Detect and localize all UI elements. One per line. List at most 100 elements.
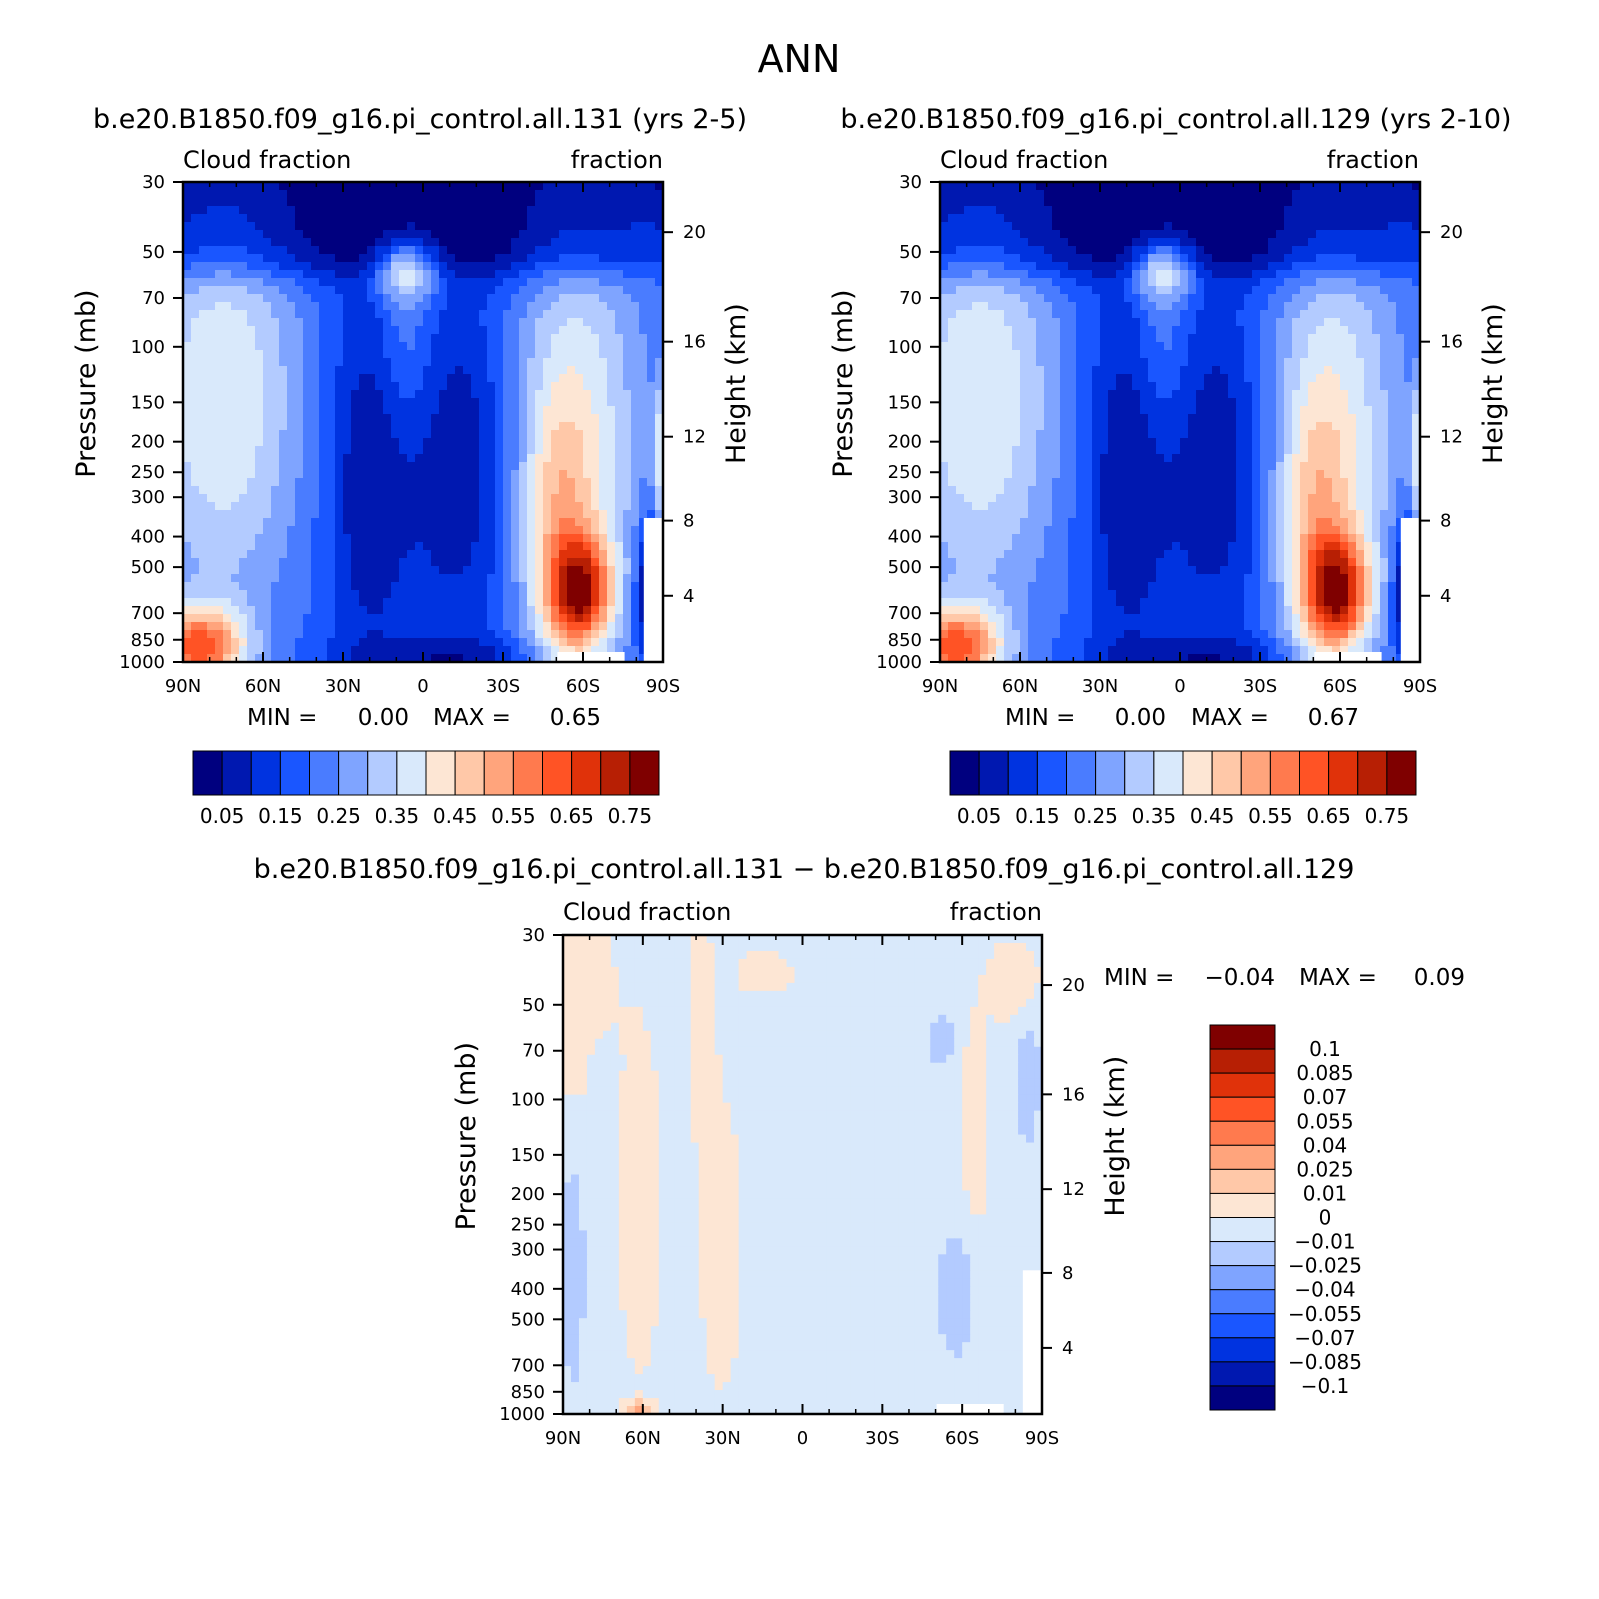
- field-cell: [1036, 198, 1045, 207]
- colorbar-box: [600, 750, 631, 796]
- field-cell: [1324, 206, 1333, 215]
- field-cell: [639, 470, 648, 479]
- field-cell: [599, 286, 608, 295]
- field-cell: [1004, 318, 1013, 327]
- field-cell: [1220, 198, 1229, 207]
- field-cell: [1396, 262, 1405, 271]
- field-cell: [1204, 310, 1213, 319]
- field-cell: [279, 462, 288, 471]
- field-cell: [535, 646, 544, 655]
- field-cell: [980, 278, 989, 287]
- field-cell: [423, 286, 432, 295]
- field-cell: [375, 390, 384, 399]
- field-cell: [447, 198, 456, 207]
- field-cell: [591, 286, 600, 295]
- field-cell: [1116, 206, 1125, 215]
- field-cell: [183, 358, 192, 367]
- field-cell: [191, 422, 200, 431]
- field-cell: [215, 430, 224, 439]
- field-cell: [247, 598, 256, 607]
- field-cell: [271, 462, 280, 471]
- field-cell: [527, 526, 536, 535]
- field-cell: [359, 278, 368, 287]
- field-cell: [1180, 206, 1189, 215]
- field-cell: [551, 550, 560, 559]
- field-cell: [319, 462, 328, 471]
- field-cell: [199, 430, 208, 439]
- field-cell: [287, 398, 296, 407]
- field-cell: [447, 590, 456, 599]
- field-cell: [1020, 182, 1029, 191]
- field-cell: [247, 310, 256, 319]
- field-cell: [511, 542, 520, 551]
- field-cell: [343, 430, 352, 439]
- field-cell: [591, 214, 600, 223]
- field-cell: [343, 278, 352, 287]
- field-cell: [1036, 182, 1045, 191]
- field-cell: [655, 390, 664, 399]
- field-cell: [263, 246, 272, 255]
- field-cell: [295, 214, 304, 223]
- field-cell: [1172, 310, 1181, 319]
- field-cell: [623, 518, 632, 527]
- field-cell: [511, 342, 520, 351]
- field-cell: [519, 374, 528, 383]
- field-cell: [1284, 246, 1293, 255]
- field-cell: [439, 286, 448, 295]
- field-cell: [423, 510, 432, 519]
- field-cell: [567, 286, 576, 295]
- panel1-right-string: fraction: [571, 146, 663, 174]
- field-cell: [471, 390, 480, 399]
- field-cell: [183, 574, 192, 583]
- field-cell: [263, 486, 272, 495]
- field-cell: [1132, 222, 1141, 231]
- field-cell: [455, 366, 464, 375]
- field-cell: [207, 390, 216, 399]
- field-cell: [351, 222, 360, 231]
- field-cell: [383, 566, 392, 575]
- field-cell: [431, 534, 440, 543]
- panel1-left-string: Cloud fraction: [183, 146, 351, 174]
- field-cell: [1180, 334, 1189, 343]
- field-cell: [447, 486, 456, 495]
- field-cell: [263, 462, 272, 471]
- field-cell: [1212, 334, 1221, 343]
- field-cell: [583, 430, 592, 439]
- field-cell: [996, 182, 1005, 191]
- field-cell: [479, 374, 488, 383]
- field-cell: [631, 262, 640, 271]
- field-cell: [647, 430, 656, 439]
- field-cell: [607, 494, 616, 503]
- field-cell: [423, 230, 432, 239]
- field-cell: [1108, 334, 1117, 343]
- field-cell: [255, 454, 264, 463]
- field-cell: [303, 422, 312, 431]
- field-cell: [487, 278, 496, 287]
- field-cell: [415, 238, 424, 247]
- field-cell: [1260, 262, 1269, 271]
- field-cell: [183, 198, 192, 207]
- field-cell: [1212, 190, 1221, 199]
- field-cell: [239, 206, 248, 215]
- field-cell: [1412, 190, 1421, 199]
- field-cell: [527, 310, 536, 319]
- field-cell: [447, 566, 456, 575]
- field-cell: [1124, 270, 1133, 279]
- field-cell: [223, 630, 232, 639]
- field-cell: [1100, 278, 1109, 287]
- field-cell: [391, 462, 400, 471]
- field-cell: [271, 230, 280, 239]
- field-cell: [375, 270, 384, 279]
- field-cell: [1364, 294, 1373, 303]
- field-cell: [599, 326, 608, 335]
- field-cell: [223, 246, 232, 255]
- field-cell: [359, 414, 368, 423]
- field-cell: [215, 382, 224, 391]
- field-cell: [591, 206, 600, 215]
- field-cell: [1220, 326, 1229, 335]
- field-cell: [1180, 310, 1189, 319]
- field-cell: [479, 198, 488, 207]
- field-cell: [1364, 334, 1373, 343]
- field-cell: [1092, 270, 1101, 279]
- field-cell: [1412, 246, 1421, 255]
